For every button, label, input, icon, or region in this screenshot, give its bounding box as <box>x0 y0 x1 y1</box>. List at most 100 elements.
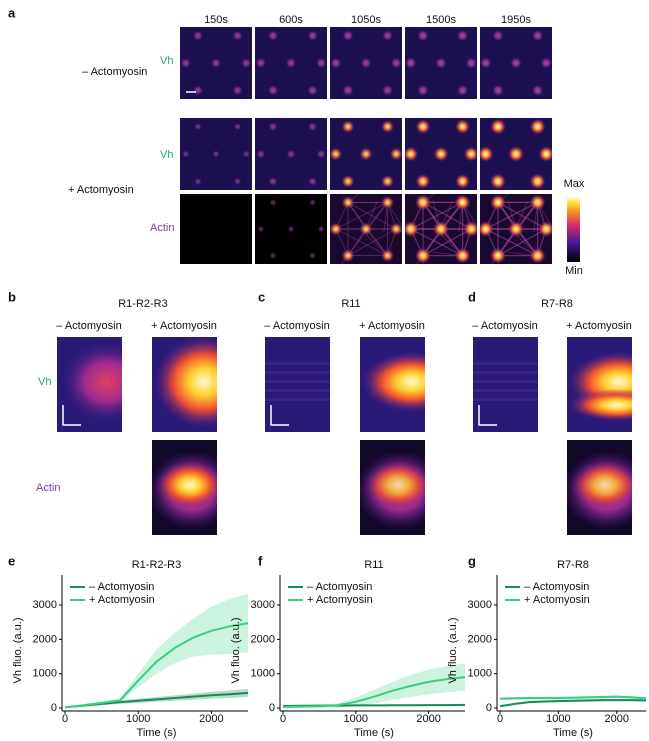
kymo-glow <box>154 337 217 428</box>
spot <box>309 198 317 206</box>
micrograph <box>330 118 402 190</box>
chart-title: R11 <box>364 559 383 571</box>
y-tick-label: 1000 <box>33 668 57 680</box>
spot <box>389 147 402 161</box>
spot <box>342 30 354 42</box>
x-tick-label: 1000 <box>126 713 150 725</box>
spot <box>405 57 417 69</box>
condition-label: + Actomyosin <box>151 320 217 332</box>
spot <box>211 58 221 68</box>
y-tick-label: 3000 <box>33 599 57 611</box>
legend-label: – Actomyosin <box>524 581 589 593</box>
spot <box>480 146 494 162</box>
spot <box>456 84 469 97</box>
scale-bar <box>62 405 81 426</box>
spot <box>417 84 429 97</box>
spot <box>241 58 252 68</box>
spot <box>381 195 395 209</box>
spot <box>529 247 546 264</box>
spot <box>269 252 277 260</box>
colorbar <box>567 196 580 262</box>
spot <box>529 173 546 190</box>
micrograph <box>480 194 552 264</box>
x-axis-label: Time (s) <box>553 727 593 739</box>
row-label: + Actomyosin <box>68 184 134 196</box>
channel-label: Vh <box>160 149 173 161</box>
spot <box>490 173 506 190</box>
panel-label: c <box>258 289 265 304</box>
y-axis-label: Vh fluo. (a.u.) <box>447 617 459 683</box>
y-tick-label: 1000 <box>468 668 492 680</box>
kymo-glow <box>364 461 425 509</box>
spot <box>194 177 202 186</box>
spot <box>433 221 449 237</box>
y-tick-label: 1000 <box>251 668 275 680</box>
filament <box>422 228 472 257</box>
spot <box>415 173 431 189</box>
spot <box>465 57 477 69</box>
spot <box>538 146 552 162</box>
channel-label: Vh <box>160 55 173 67</box>
spot <box>480 57 492 69</box>
spot <box>287 225 295 233</box>
panel-label: g <box>468 553 476 568</box>
spot <box>454 194 471 211</box>
spot <box>510 57 522 69</box>
spot <box>463 146 477 162</box>
tile-bg <box>180 194 252 264</box>
y-tick-label: 3000 <box>251 599 275 611</box>
spot <box>531 84 544 97</box>
spot <box>492 29 504 42</box>
kymo-stripe <box>473 389 538 392</box>
time-label: 1050s <box>351 14 381 26</box>
scale-bar <box>478 405 497 426</box>
spot <box>232 85 243 96</box>
condition-label: – Actomyosin <box>56 320 121 332</box>
spot <box>255 57 267 69</box>
kymograph <box>473 337 538 432</box>
filament <box>485 201 538 230</box>
x-axis-label: Time (s) <box>137 727 177 739</box>
row-label: – Actomyosin <box>82 66 147 78</box>
spot <box>415 194 431 211</box>
panel-label: b <box>8 289 16 304</box>
spot <box>316 149 326 159</box>
micrograph <box>405 27 477 99</box>
spot <box>405 221 419 237</box>
condition-label: + Actomyosin <box>566 320 632 332</box>
panel-label: f <box>258 553 263 568</box>
spot <box>531 29 544 42</box>
kymo-glow <box>362 352 425 412</box>
micrograph <box>330 27 402 99</box>
spot <box>480 221 494 237</box>
time-label: 1950s <box>501 14 531 26</box>
kymograph <box>57 337 122 432</box>
y-axis-label: Vh fluo. (a.u.) <box>12 617 24 683</box>
y-tick-label: 0 <box>51 702 57 714</box>
spot <box>456 29 469 42</box>
spot <box>359 222 373 236</box>
spot <box>267 30 279 41</box>
chart-title: R1-R2-R3 <box>132 559 182 571</box>
series-line <box>499 699 647 708</box>
colorbar-max: Max <box>564 178 585 190</box>
spot <box>308 122 318 132</box>
spot <box>390 57 402 69</box>
spot <box>182 150 190 158</box>
spot <box>529 118 546 135</box>
spot <box>193 85 203 96</box>
series-line <box>282 676 466 708</box>
spot <box>232 30 243 41</box>
kymograph <box>265 337 330 432</box>
kymo-glow <box>569 389 632 421</box>
spot <box>269 198 277 206</box>
spot <box>435 57 447 69</box>
kymo-stripe <box>473 398 538 401</box>
spot <box>307 30 318 41</box>
micrograph <box>180 194 252 264</box>
kymo-stripe <box>473 371 538 374</box>
condition-label: – Actomyosin <box>472 320 537 332</box>
